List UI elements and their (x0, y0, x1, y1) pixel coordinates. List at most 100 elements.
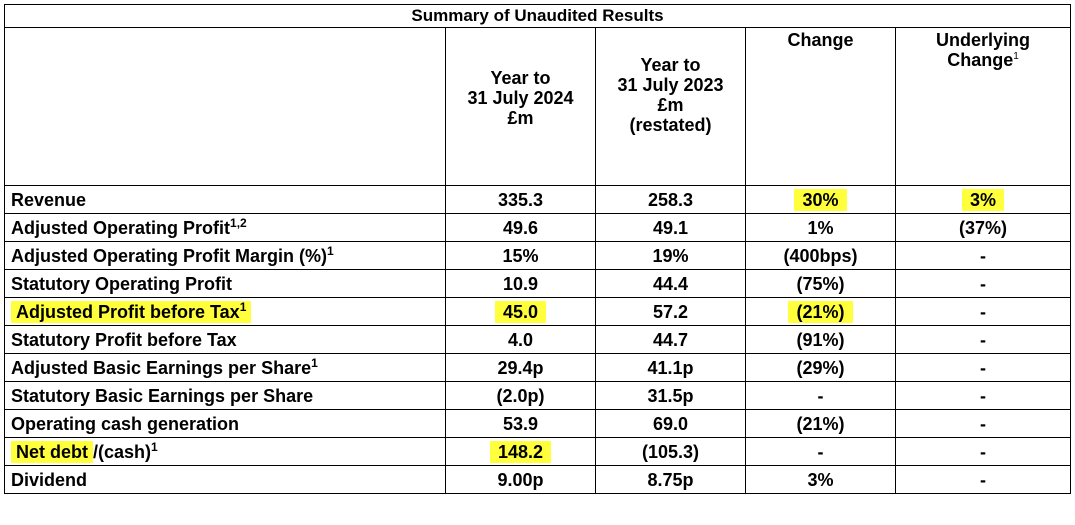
row-label-cell: Statutory Operating Profit (4, 269, 446, 298)
row-label-sup: 1 (311, 355, 318, 370)
value-2023-cell: 8.75p (595, 465, 746, 494)
value-change: 1% (807, 217, 834, 238)
header-label-column (4, 27, 446, 186)
value-change-cell: (21%) (745, 297, 896, 326)
value-underlying-change: (37%) (959, 217, 1008, 238)
value-underlying-change: - (980, 413, 986, 434)
row-label-cell: Adjusted Profit before Tax1 (4, 297, 446, 326)
row-label-text: Adjusted Basic Earnings per Share (11, 357, 312, 378)
header-year-2023-line: £m (657, 95, 684, 115)
value-2024: 4.0 (507, 329, 534, 350)
value-2024: 49.6 (502, 217, 539, 238)
header-underlying-sup: 1 (1013, 51, 1019, 62)
value-change: 30% (794, 188, 847, 211)
table-title: Summary of Unaudited Results (3, 4, 1072, 28)
table-row: Statutory Basic Earnings per Share (2.0p)… (4, 381, 1072, 410)
value-underlying-change-cell: - (894, 297, 1072, 326)
value-2023-cell: 44.4 (595, 269, 746, 298)
value-underlying-change: - (980, 385, 986, 406)
value-2024-cell: 148.2 (445, 437, 596, 466)
header-change-line: Change (787, 30, 854, 50)
row-label: Statutory Operating Profit (11, 274, 232, 294)
value-2024: 335.3 (497, 189, 544, 210)
row-label-text: Statutory Profit before Tax (11, 329, 237, 350)
value-change: 3% (807, 469, 834, 490)
value-underlying-change-cell: (37%) (894, 213, 1072, 242)
value-2024: 148.2 (489, 440, 552, 463)
table-row: Dividend 9.00p 8.75p 3% - (4, 465, 1072, 494)
row-label-text: Operating cash generation (11, 413, 240, 434)
value-change-cell: (75%) (745, 269, 896, 298)
row-label: Dividend (11, 470, 87, 490)
header-year-2023: Year to 31 July 2023 £m (restated) (595, 27, 746, 186)
value-underlying-change-cell: - (894, 325, 1072, 354)
value-2024: (2.0p) (496, 385, 545, 406)
table-row: Adjusted Operating Profit1,2 49.6 49.1 1% (3… (4, 213, 1072, 242)
value-2024-cell: 53.9 (445, 409, 596, 438)
value-2024: 53.9 (502, 413, 539, 434)
value-2024-cell: 4.0 (445, 325, 596, 354)
value-2024: 45.0 (494, 300, 547, 323)
value-2024-cell: 9.00p (445, 465, 596, 494)
value-2023: 19% (652, 245, 689, 266)
table-row: Operating cash generation 53.9 69.0 (21%) - (4, 409, 1072, 438)
table-row: Adjusted Profit before Tax1 45.0 57.2 (21%)… (4, 297, 1072, 326)
row-label-cell: Statutory Basic Earnings per Share (4, 381, 446, 410)
header-change: Change (745, 27, 896, 186)
value-2023: 57.2 (652, 301, 689, 322)
row-label: Net debt (11, 440, 93, 463)
row-label-text: Revenue (11, 189, 87, 210)
value-underlying-change-cell: 3% (894, 185, 1072, 214)
value-2024-cell: 29.4p (445, 353, 596, 382)
row-label-text: Net debt (16, 441, 88, 462)
table-row: Statutory Profit before Tax 4.0 44.7 (91%) - (4, 325, 1072, 354)
value-2024-cell: 15% (445, 241, 596, 270)
value-change-cell: 30% (745, 185, 896, 214)
value-underlying-change-cell: - (894, 381, 1072, 410)
row-label-cell: Net debt/(cash)1 (4, 437, 446, 466)
value-2023-cell: 44.7 (595, 325, 746, 354)
row-label: Adjusted Basic Earnings per Share1 (11, 355, 318, 378)
table-header-row: Year to 31 July 2024 £m Year to 31 July … (4, 27, 1072, 186)
value-change: - (817, 441, 824, 462)
value-2023: 8.75p (647, 469, 694, 490)
value-2023: 44.7 (652, 329, 689, 350)
header-year-2023-line: 31 July 2023 (617, 75, 724, 95)
value-change: (400bps) (783, 245, 858, 266)
value-underlying-change: - (980, 329, 986, 350)
row-label-text: Adjusted Operating Profit (11, 217, 231, 238)
value-underlying-change: - (980, 357, 986, 378)
row-label-sup: 1,2 (230, 215, 247, 230)
value-2024-cell: 10.9 (445, 269, 596, 298)
table-row: Adjusted Basic Earnings per Share1 29.4p 4… (4, 353, 1072, 382)
row-label-cell: Dividend (4, 465, 446, 494)
value-change-cell: 1% (745, 213, 896, 242)
row-label-cell: Statutory Profit before Tax (4, 325, 446, 354)
row-label: Adjusted Profit before Tax1 (11, 300, 252, 323)
value-underlying-change-cell: - (894, 269, 1072, 298)
row-label-cell: Adjusted Operating Profit1,2 (4, 213, 446, 242)
value-2023-cell: 19% (595, 241, 746, 270)
value-underlying-change-cell: - (894, 241, 1072, 270)
value-2023-cell: 69.0 (595, 409, 746, 438)
row-label-cell: Adjusted Operating Profit Margin (%)1 (4, 241, 446, 270)
row-label: Statutory Profit before Tax (11, 330, 237, 350)
table-row: Net debt/(cash)1 148.2 (105.3) - - (4, 437, 1072, 466)
value-2024-cell: (2.0p) (445, 381, 596, 410)
results-summary-table: Summary of Unaudited Results Year to 31 … (3, 4, 1072, 494)
row-label: Operating cash generation (11, 414, 239, 434)
value-underlying-change: - (980, 273, 986, 294)
value-underlying-change-cell: - (894, 353, 1072, 382)
row-label-cell: Revenue (4, 185, 446, 214)
table-row: Revenue 335.3 258.3 30% 3% (4, 185, 1072, 214)
value-2023: 258.3 (647, 189, 694, 210)
header-year-2024: Year to 31 July 2024 £m (445, 27, 596, 186)
header-year-2024-line: £m (507, 108, 534, 128)
value-2024: 9.00p (497, 469, 544, 490)
value-change-cell: (29%) (745, 353, 896, 382)
value-change-cell: - (745, 381, 896, 410)
value-2023: 49.1 (652, 217, 689, 238)
value-change: (29%) (796, 357, 845, 378)
header-underlying-line: Underlying (936, 30, 1031, 50)
value-2023-cell: (105.3) (595, 437, 746, 466)
